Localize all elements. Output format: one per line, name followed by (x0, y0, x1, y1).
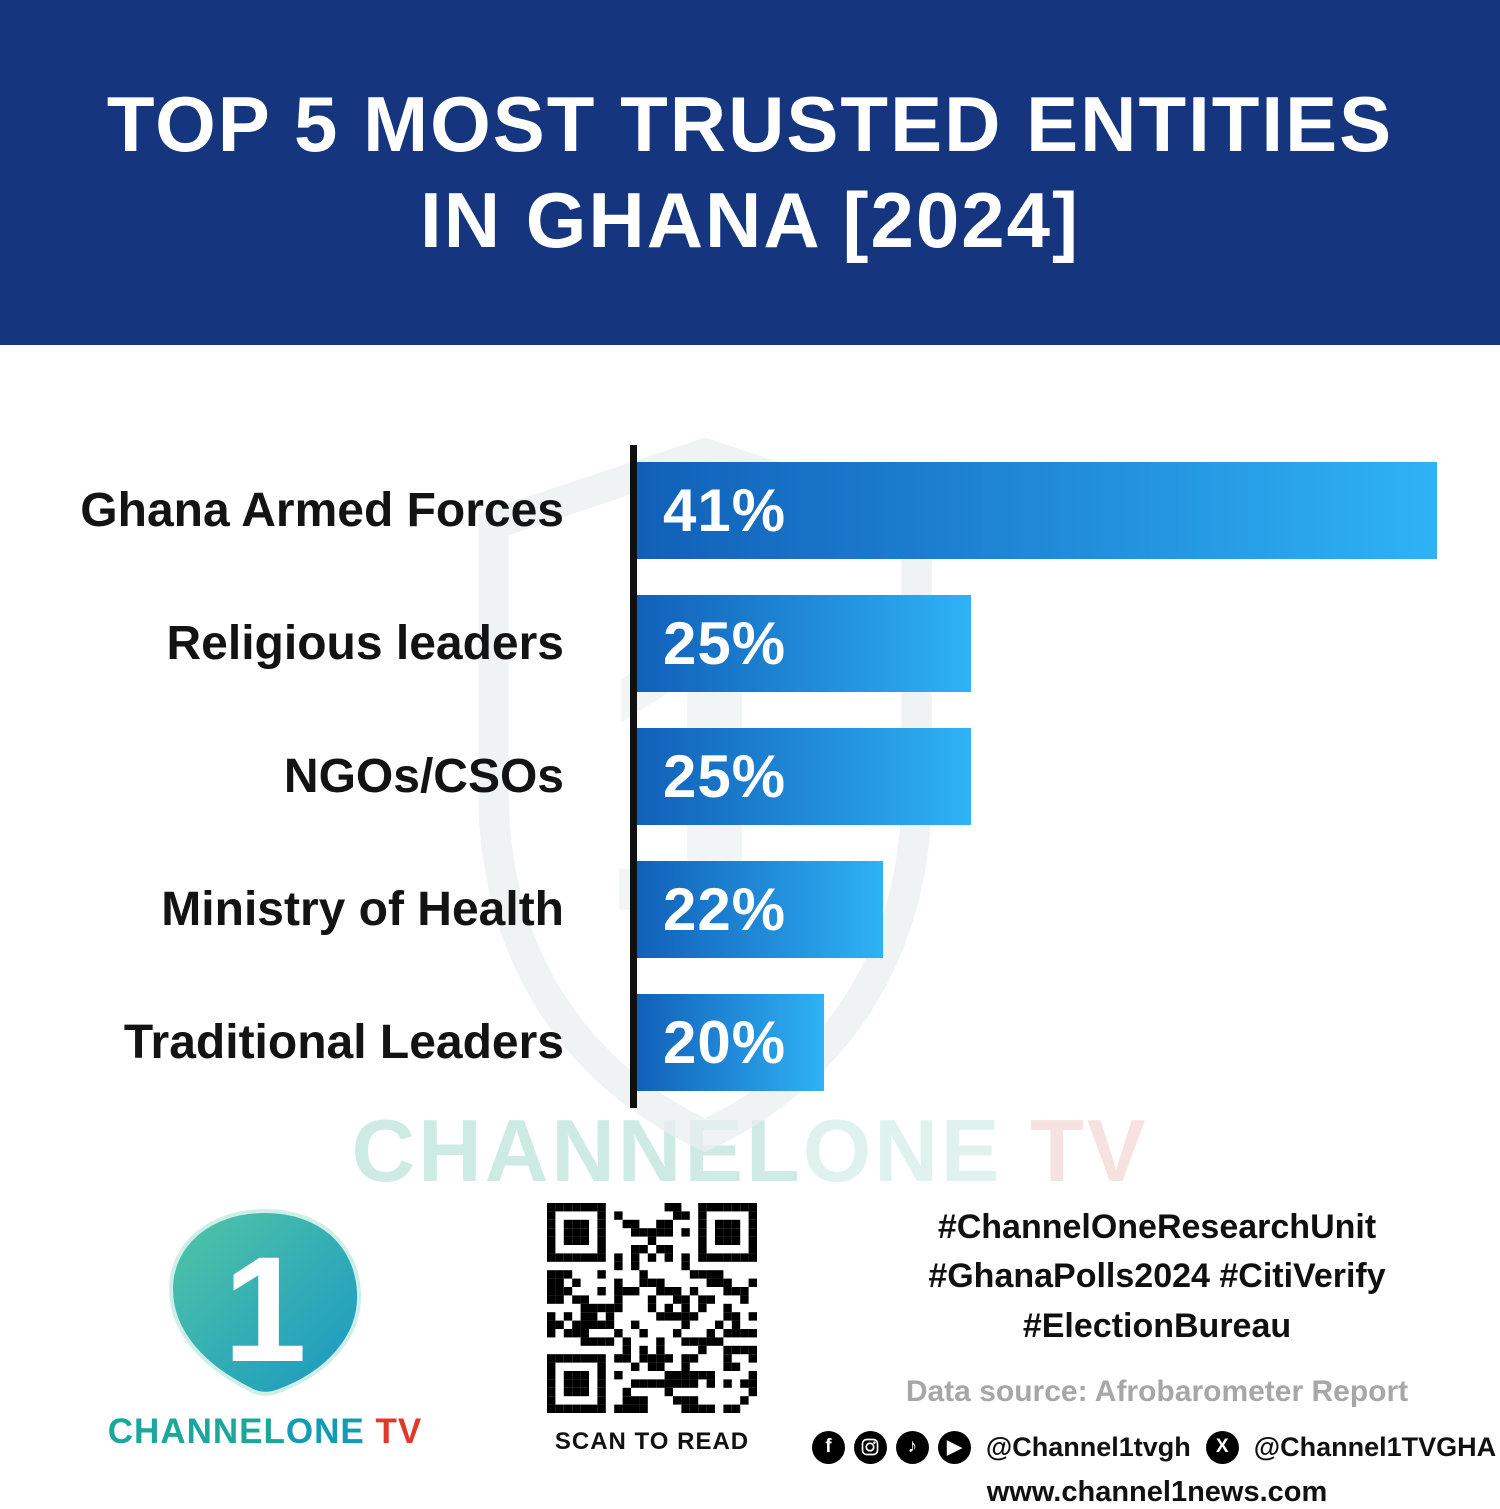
social-handle-x: @Channel1TVGHA (1253, 1431, 1497, 1462)
bar-row: Ministry of Health 22% (0, 861, 1500, 958)
meta-block: #ChannelOneResearchUnit #GhanaPolls2024 #… (811, 1203, 1496, 1509)
qr-code (547, 1203, 757, 1413)
logo-text-one: ONE (285, 1412, 365, 1451)
bar-category-label: Ministry of Health (161, 883, 564, 936)
hashtag-line: #ElectionBureau (1022, 1306, 1292, 1345)
bar: 25% (637, 728, 971, 825)
social-handle-primary: @Channel1tvgh (985, 1431, 1191, 1462)
bar-value-label: 25% (663, 610, 787, 677)
channel-one-logo-icon: 1 (168, 1208, 362, 1396)
x-icon: X (1205, 1430, 1239, 1464)
hashtag-line: #ChannelOneResearchUnit (937, 1208, 1377, 1246)
watermark-one: ONE (802, 1101, 1003, 1200)
tiktok-icon: ♪ (895, 1430, 929, 1464)
svg-text:1: 1 (223, 1225, 306, 1393)
channel-one-logo-text: CHANNELONE TV (100, 1412, 430, 1452)
chart-axis-line (630, 445, 637, 1108)
chart-rows: Ghana Armed Forces 41% Religious leaders 25… (0, 462, 1500, 1091)
bar-row: Traditional Leaders 20% (0, 994, 1500, 1091)
bar: 22% (637, 861, 883, 958)
logo-text-channel: CHANNEL (107, 1412, 286, 1451)
channel-one-logo-block: 1 CHANNELONE TV (100, 1203, 430, 1452)
bar-value-label: 25% (663, 743, 787, 810)
instagram-icon (853, 1430, 887, 1464)
bar-category-label: Traditional Leaders (123, 1016, 564, 1069)
footer: 1 CHANNELONE TV SCAN TO READ #ChannelOne… (0, 1203, 1500, 1509)
youtube-icon: ▶ (937, 1430, 971, 1464)
qr-block: SCAN TO READ (530, 1203, 774, 1456)
data-source: Data source: Afrobarometer Report (905, 1374, 1409, 1408)
bar-category-label: NGOs/CSOs (283, 750, 564, 803)
bar-value-label: 22% (663, 876, 787, 943)
bar: 41% (637, 462, 1437, 559)
hashtags: #ChannelOneResearchUnit #GhanaPolls2024 #… (852, 1203, 1462, 1351)
logo-text-tv: TV (364, 1412, 423, 1451)
facebook-icon: f (811, 1430, 845, 1464)
watermark-tv: TV (1002, 1101, 1149, 1200)
bar-value-label: 20% (663, 1009, 787, 1076)
bar-value-label: 41% (663, 477, 787, 544)
bar: 25% (637, 595, 971, 692)
bar-category-label: Religious leaders (166, 617, 564, 670)
social-row: f ♪ ▶ @Channel1tvgh X @Channel1TVGHA (811, 1430, 1496, 1464)
bar-category-label: Ghana Armed Forces (80, 484, 564, 537)
bar-row: NGOs/CSOs 25% (0, 728, 1500, 825)
title-line-1: TOP 5 MOST TRUSTED ENTITIES (106, 80, 1394, 169)
website-url: www.channel1news.com (986, 1475, 1328, 1508)
bar: 20% (637, 994, 824, 1091)
title-line-2: IN GHANA [2024] (420, 175, 1080, 264)
hashtag-line: #GhanaPolls2024 #CitiVerify (928, 1257, 1386, 1296)
title-banner: TOP 5 MOST TRUSTED ENTITIES IN GHANA [20… (0, 0, 1500, 345)
bar-row: Religious leaders 25% (0, 595, 1500, 692)
bar-row: Ghana Armed Forces 41% (0, 462, 1500, 559)
page-title: TOP 5 MOST TRUSTED ENTITIES IN GHANA [20… (107, 77, 1393, 267)
qr-caption: SCAN TO READ (554, 1428, 750, 1455)
